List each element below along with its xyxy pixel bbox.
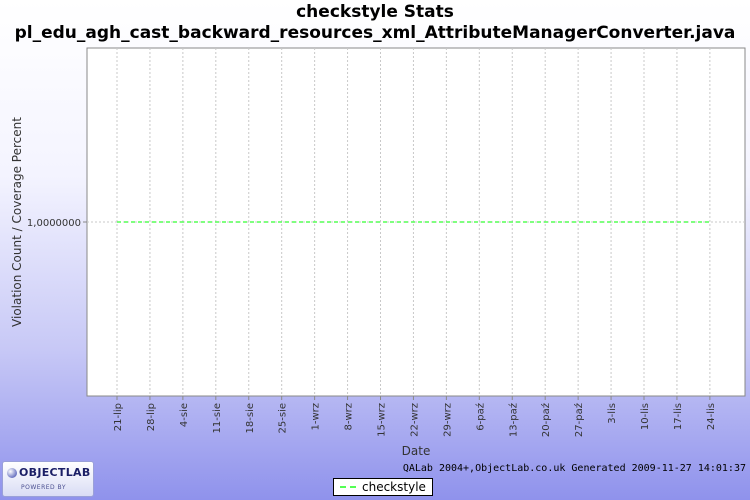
x-tick-label: 1-wrz <box>311 403 322 431</box>
y-axis-label: Violation Count / Coverage Percent <box>10 117 24 327</box>
objectlab-logo: OBJECTLAB POWERED BY <box>2 461 94 497</box>
x-tick-label: 28-lip <box>146 403 157 431</box>
x-tick-label: 11-sie <box>212 403 223 433</box>
y-tick-label: 1,0000000 <box>27 218 81 229</box>
chart-subtitle: pl_edu_agh_cast_backward_resources_xml_A… <box>14 23 736 43</box>
x-tick-label: 17-lis <box>673 403 684 430</box>
legend-swatch-checkstyle <box>340 486 356 488</box>
x-tick-label: 20-paź <box>540 403 552 437</box>
x-tick-label: 24-lis <box>706 403 717 430</box>
x-axis-label: Date <box>402 444 431 458</box>
x-tick-label: 3-lis <box>607 403 618 424</box>
x-tick-label: 22-wrz <box>409 403 420 437</box>
x-tick-label: 4-sie <box>179 403 190 427</box>
legend-label-checkstyle: checkstyle <box>362 480 426 494</box>
x-tick-label: 6-paź <box>474 403 486 431</box>
logo-name: OBJECTLAB <box>19 466 91 479</box>
x-tick-label: 29-wrz <box>442 403 453 437</box>
y-axis-ticks: 1,0000000 <box>27 218 87 229</box>
chart-title: checkstyle Stats <box>296 2 454 22</box>
x-axis-ticks: 21-lip 28-lip 4-sie 11-sie 18-sie 25-sie 1-wrz… <box>113 396 717 437</box>
logo-globe-icon <box>7 468 17 478</box>
x-tick-label: 15-wrz <box>377 403 388 437</box>
x-tick-label: 18-sie <box>245 403 256 433</box>
generated-footer: QALab 2004+,ObjectLab.co.uk Generated 20… <box>402 463 746 474</box>
legend: checkstyle <box>333 478 433 496</box>
x-tick-label: 13-paź <box>507 403 519 437</box>
x-tick-label: 27-paź <box>573 403 585 437</box>
x-tick-label: 21-lip <box>113 403 124 431</box>
x-tick-label: 10-lis <box>640 403 651 430</box>
logo-tagline: POWERED BY <box>21 484 67 491</box>
x-tick-label: 25-sie <box>278 403 289 433</box>
x-tick-label: 8-wrz <box>344 403 355 431</box>
